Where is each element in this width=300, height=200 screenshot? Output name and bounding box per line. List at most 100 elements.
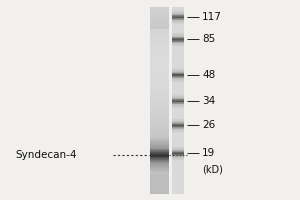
- Bar: [172, 13, 184, 15]
- Bar: [150, 124, 170, 125]
- Bar: [172, 96, 184, 97]
- Bar: [172, 62, 184, 63]
- Bar: [172, 82, 184, 83]
- Bar: [150, 73, 170, 74]
- Bar: [150, 143, 170, 144]
- Bar: [150, 43, 170, 44]
- Bar: [150, 19, 170, 20]
- Bar: [150, 54, 170, 55]
- Bar: [172, 114, 184, 115]
- Bar: [150, 121, 170, 122]
- Bar: [172, 125, 184, 126]
- Bar: [172, 68, 184, 69]
- Bar: [150, 160, 170, 161]
- Bar: [150, 116, 170, 117]
- Bar: [172, 124, 184, 125]
- Bar: [150, 23, 170, 24]
- Bar: [150, 63, 170, 64]
- Bar: [172, 188, 184, 189]
- Bar: [150, 169, 170, 170]
- Bar: [150, 91, 170, 92]
- Bar: [172, 40, 184, 41]
- Bar: [150, 70, 170, 71]
- Bar: [172, 138, 184, 139]
- Bar: [150, 170, 170, 171]
- Bar: [150, 150, 170, 151]
- Bar: [150, 185, 170, 186]
- Bar: [150, 184, 170, 185]
- Bar: [150, 120, 170, 121]
- Bar: [150, 161, 170, 162]
- Bar: [150, 140, 170, 141]
- Bar: [172, 46, 184, 48]
- Bar: [150, 179, 170, 180]
- Bar: [172, 91, 184, 92]
- Bar: [172, 148, 184, 149]
- Bar: [172, 112, 184, 113]
- Bar: [150, 129, 170, 130]
- Bar: [172, 127, 184, 128]
- Bar: [172, 180, 184, 181]
- Bar: [150, 55, 170, 56]
- Bar: [172, 73, 184, 74]
- Bar: [150, 132, 170, 133]
- Bar: [150, 174, 170, 175]
- Text: 85: 85: [202, 34, 215, 44]
- Bar: [150, 40, 170, 41]
- Bar: [150, 137, 170, 138]
- Text: (kD): (kD): [202, 164, 223, 174]
- Bar: [150, 146, 170, 147]
- Bar: [150, 20, 170, 21]
- Bar: [150, 188, 170, 189]
- Bar: [172, 165, 184, 166]
- Bar: [150, 130, 170, 132]
- Bar: [172, 178, 184, 179]
- Bar: [150, 89, 170, 90]
- Bar: [172, 14, 184, 15]
- Bar: [172, 168, 184, 169]
- Bar: [150, 112, 170, 113]
- Bar: [150, 107, 170, 108]
- Bar: [172, 11, 184, 12]
- Bar: [150, 182, 170, 183]
- Bar: [172, 162, 184, 163]
- Bar: [172, 93, 184, 94]
- Bar: [172, 53, 184, 54]
- Bar: [172, 7, 184, 8]
- Bar: [172, 68, 184, 69]
- Bar: [150, 37, 170, 38]
- Bar: [172, 49, 184, 50]
- Bar: [150, 106, 170, 107]
- Bar: [150, 145, 170, 146]
- Bar: [150, 172, 170, 173]
- Bar: [172, 188, 184, 189]
- Bar: [150, 79, 170, 80]
- Bar: [172, 147, 184, 148]
- Bar: [150, 86, 170, 87]
- Bar: [150, 108, 170, 109]
- Bar: [172, 28, 184, 29]
- Bar: [150, 74, 170, 76]
- Bar: [172, 137, 184, 138]
- Bar: [150, 22, 170, 23]
- Bar: [150, 104, 170, 105]
- Bar: [172, 98, 184, 99]
- Bar: [150, 10, 170, 11]
- Bar: [172, 142, 184, 143]
- Bar: [150, 45, 170, 46]
- Bar: [150, 134, 170, 135]
- Bar: [172, 166, 184, 167]
- Bar: [172, 190, 184, 191]
- Bar: [150, 138, 170, 139]
- Bar: [172, 53, 184, 54]
- Bar: [150, 133, 170, 134]
- Bar: [172, 152, 184, 153]
- Bar: [172, 137, 184, 138]
- Bar: [172, 121, 184, 122]
- Bar: [172, 81, 184, 82]
- Bar: [172, 123, 184, 124]
- Bar: [150, 135, 170, 136]
- Bar: [150, 189, 170, 190]
- Bar: [172, 52, 184, 53]
- Bar: [150, 192, 170, 193]
